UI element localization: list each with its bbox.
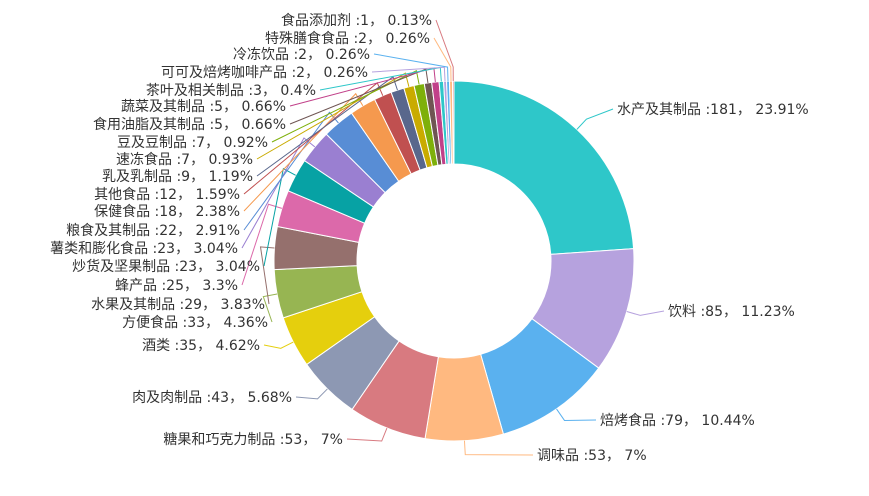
leader-line-6	[295, 388, 328, 400]
slice-label-22: 可可及焙烤咖啡产品 :2， 0.26%	[161, 65, 368, 81]
leader-line-19	[289, 68, 429, 125]
slice-group	[273, 80, 635, 442]
leader-line-11	[263, 167, 296, 267]
slice-label-14: 保健食品 :18， 2.38%	[94, 203, 240, 220]
slice-label-3: 焙烤食品 :79， 10.44%	[600, 412, 755, 429]
leader-line-group	[241, 19, 665, 456]
slice-label-16: 乳及乳制品 :9， 1.19%	[102, 169, 253, 185]
slice-label-10: 蜂产品 :25， 3.3%	[115, 278, 238, 294]
leader-line-22	[371, 66, 446, 82]
slice-label-4: 调味品 :53， 7%	[537, 448, 647, 464]
slice-label-5: 糖果和巧克力制品 :53， 7%	[163, 432, 343, 448]
leader-line-14	[243, 92, 364, 212]
leader-line-4	[463, 440, 534, 456]
slice-label-25: 食品添加剂 :1， 0.13%	[281, 12, 432, 29]
leader-line-3	[556, 408, 597, 421]
leader-line-25	[435, 19, 454, 82]
slice-label-9: 水果及其制品 :29， 3.83%	[91, 297, 265, 313]
leader-line-24	[433, 37, 452, 82]
slice-label-7: 酒类 :35， 4.62%	[142, 338, 260, 354]
slice-label-15: 其他食品 :12， 1.59%	[94, 186, 240, 203]
leader-line-7	[263, 341, 294, 349]
leader-line-12	[241, 137, 316, 249]
slice-label-11: 炒货及坚果制品 :23， 3.04%	[72, 258, 260, 275]
slice-label-12: 薯类和膨化食品 :23， 3.04%	[50, 240, 238, 257]
slice-label-17: 速冻食品 :7， 0.93%	[116, 151, 253, 168]
slice-1[interactable]	[453, 80, 635, 255]
slice-label-21: 茶叶及相关制品 :3， 0.4%	[146, 83, 316, 99]
slice-label-6: 肉及肉制品 :43， 5.68%	[132, 390, 292, 406]
slice-label-8: 方便食品 :33， 4.36%	[122, 314, 268, 331]
slice-25[interactable]	[452, 80, 455, 165]
slice-label-20: 蔬菜及其制品 :5， 0.66%	[121, 99, 286, 115]
leader-line-2	[626, 310, 665, 316]
slice-label-23: 冷冻饮品 :2， 0.26%	[233, 46, 370, 63]
leader-line-23	[373, 53, 449, 82]
slice-label-19: 食用油脂及其制品 :5， 0.66%	[93, 116, 286, 133]
leader-line-9	[259, 246, 275, 305]
leader-line-18	[271, 69, 420, 143]
leader-line-17	[256, 72, 410, 160]
label-group: 水产及其制品 :181， 23.91% 饮料 :85， 11.23% 焙烤食品 :7…	[50, 12, 809, 464]
slice-label-1: 水产及其制品 :181， 23.91%	[617, 102, 809, 118]
leader-line-1	[576, 108, 614, 130]
slice-label-13: 粮食及其制品 :22， 2.91%	[66, 222, 240, 239]
leader-line-5	[346, 427, 388, 442]
slice-label-2: 饮料 :85， 11.23%	[668, 304, 795, 320]
slice-label-24: 特殊膳食食品 :2， 0.26%	[265, 30, 430, 47]
leader-line-8	[262, 293, 278, 323]
leader-line-10	[241, 203, 283, 286]
slice-label-18: 豆及豆制品 :7， 0.92%	[117, 135, 268, 151]
